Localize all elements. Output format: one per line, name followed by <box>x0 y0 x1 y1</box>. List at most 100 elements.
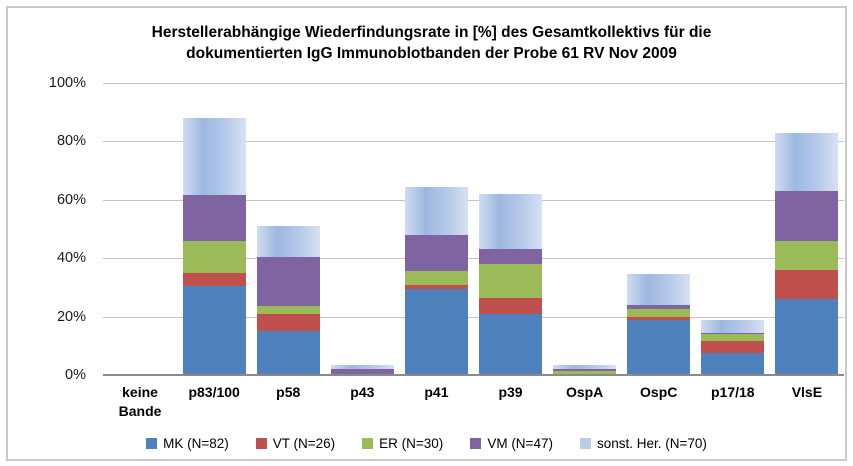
stacked-bar[interactable] <box>182 83 246 375</box>
legend-label: VM (N=47) <box>487 436 553 451</box>
bar-segment-sonst[interactable] <box>182 118 246 196</box>
legend-item[interactable]: VM (N=47) <box>470 436 553 451</box>
stacked-bar[interactable] <box>256 83 320 375</box>
bar-segment-er[interactable] <box>256 306 320 314</box>
legend-label: VT (N=26) <box>272 436 336 451</box>
stacked-bar[interactable] <box>553 83 617 375</box>
stacked-bar[interactable] <box>330 83 394 375</box>
x-axis-line <box>103 374 844 376</box>
gridline <box>103 316 844 318</box>
legend-label: MK (N=82) <box>163 436 229 451</box>
x-axis-label: p17/18 <box>711 384 755 400</box>
x-axis-label: p83/100 <box>188 384 240 400</box>
stacked-bar[interactable] <box>479 83 542 375</box>
bar-segment-vt[interactable] <box>627 316 691 320</box>
bar-slot <box>622 83 696 375</box>
bar-segment-vm[interactable] <box>627 304 691 310</box>
bar-segment-sonst[interactable] <box>627 274 691 305</box>
bar-segment-mk[interactable] <box>775 299 839 375</box>
bar-segment-vt[interactable] <box>775 269 839 300</box>
bar-segment-sonst[interactable] <box>775 132 839 192</box>
x-axis-label: p41 <box>424 384 449 400</box>
bar-segment-er[interactable] <box>404 271 468 285</box>
bar-segment-sonst[interactable] <box>701 319 765 333</box>
chart-title-line1: Herstellerabhängige Wiederfindungsrate i… <box>151 24 712 41</box>
bar-segment-sonst[interactable] <box>404 186 468 235</box>
bar-segment-vt[interactable] <box>256 313 320 332</box>
x-axis-label: OspA <box>565 384 604 400</box>
legend-swatch-icon <box>579 438 591 449</box>
legend-swatch-icon <box>470 438 482 449</box>
legend-swatch-icon <box>362 438 374 449</box>
bar-slot <box>325 83 399 375</box>
legend-item[interactable]: MK (N=82) <box>146 436 229 451</box>
bar-segment-vm[interactable] <box>256 256 320 307</box>
bar-segment-sonst[interactable] <box>553 364 617 370</box>
x-axis-label: p43 <box>350 384 375 400</box>
bar-slot <box>399 83 473 375</box>
y-axis-tick-label: 40% <box>56 250 86 267</box>
legend-swatch-icon <box>255 438 267 449</box>
chart-title: Herstellerabhängige Wiederfindungsrate i… <box>48 22 815 64</box>
legend-label: ER (N=30) <box>379 436 444 451</box>
y-axis-tick-label: 60% <box>56 191 86 208</box>
x-axis-label: OspC <box>640 384 678 400</box>
bar-segment-vm[interactable] <box>330 369 394 375</box>
chart-frame: Herstellerabhängige Wiederfindungsrate i… <box>6 6 847 461</box>
bar-segment-vt[interactable] <box>701 341 765 354</box>
bar-slot <box>103 83 177 375</box>
bar-segment-mk[interactable] <box>256 331 320 375</box>
x-axis-label: keine Bande <box>118 384 162 419</box>
bar-segment-vt[interactable] <box>182 272 246 286</box>
y-axis-tick-label: 100% <box>48 75 86 91</box>
y-axis-tick-label: 0% <box>65 367 86 383</box>
gridline <box>103 258 844 260</box>
legend-item[interactable]: VT (N=26) <box>255 436 336 451</box>
legend-label: sonst. Her. (N=70) <box>596 436 707 451</box>
legend-item[interactable]: sonst. Her. (N=70) <box>579 436 707 451</box>
bar-segment-er[interactable] <box>553 370 617 375</box>
gridline <box>103 199 844 201</box>
bar-segment-vm[interactable] <box>182 195 246 241</box>
bar-segment-vm[interactable] <box>553 369 617 371</box>
bar-segment-mk[interactable] <box>479 313 542 375</box>
bar-segment-vm[interactable] <box>775 191 839 241</box>
bar-segment-vm[interactable] <box>479 249 542 265</box>
bar-segment-sonst[interactable] <box>479 194 542 250</box>
bar-segment-mk[interactable] <box>701 353 765 375</box>
y-axis-tick-label: 80% <box>56 133 86 150</box>
stacked-bar[interactable] <box>627 83 691 375</box>
gridline <box>103 141 844 143</box>
bar-series-container <box>103 83 844 375</box>
legend-item[interactable]: ER (N=30) <box>362 436 443 451</box>
bar-segment-er[interactable] <box>182 240 246 273</box>
stacked-bar[interactable] <box>701 83 765 375</box>
bar-segment-vm[interactable] <box>701 332 765 335</box>
x-axis-label: VlsE <box>791 384 823 400</box>
bar-slot <box>251 83 325 375</box>
stacked-bar[interactable] <box>404 83 468 375</box>
bar-segment-er[interactable] <box>701 334 765 342</box>
bar-segment-er[interactable] <box>627 309 691 317</box>
x-axis-label: p39 <box>498 384 523 400</box>
stacked-bar[interactable] <box>775 83 839 375</box>
gridline <box>103 83 844 84</box>
bar-segment-mk[interactable] <box>404 288 468 375</box>
bar-segment-er[interactable] <box>479 264 542 298</box>
x-axis-label: p58 <box>276 384 301 400</box>
bar-segment-mk[interactable] <box>182 285 246 375</box>
chart-title-line2: dokumentierten IgG Immunoblotbanden der … <box>186 45 677 62</box>
legend-swatch-icon <box>146 438 158 449</box>
bar-segment-sonst[interactable] <box>256 226 320 257</box>
x-axis: keine Bande p83/100 p58 p43 p41 p39 OspA OspC p1… <box>103 383 844 421</box>
bar-segment-sonst[interactable] <box>330 364 394 370</box>
y-axis: 0% 20% 40% 60% 80% 100% <box>8 75 94 383</box>
legend: MK (N=82) VT (N=26) ER (N=30) VM (N=47) sons… <box>8 436 845 451</box>
bar-slot <box>770 83 844 375</box>
bar-segment-mk[interactable] <box>627 319 691 375</box>
bar-segment-vt[interactable] <box>404 284 468 289</box>
stacked-bar[interactable] <box>109 83 172 375</box>
bar-segment-vt[interactable] <box>479 297 542 314</box>
bar-segment-vm[interactable] <box>404 234 468 272</box>
bar-segment-er[interactable] <box>775 240 839 270</box>
